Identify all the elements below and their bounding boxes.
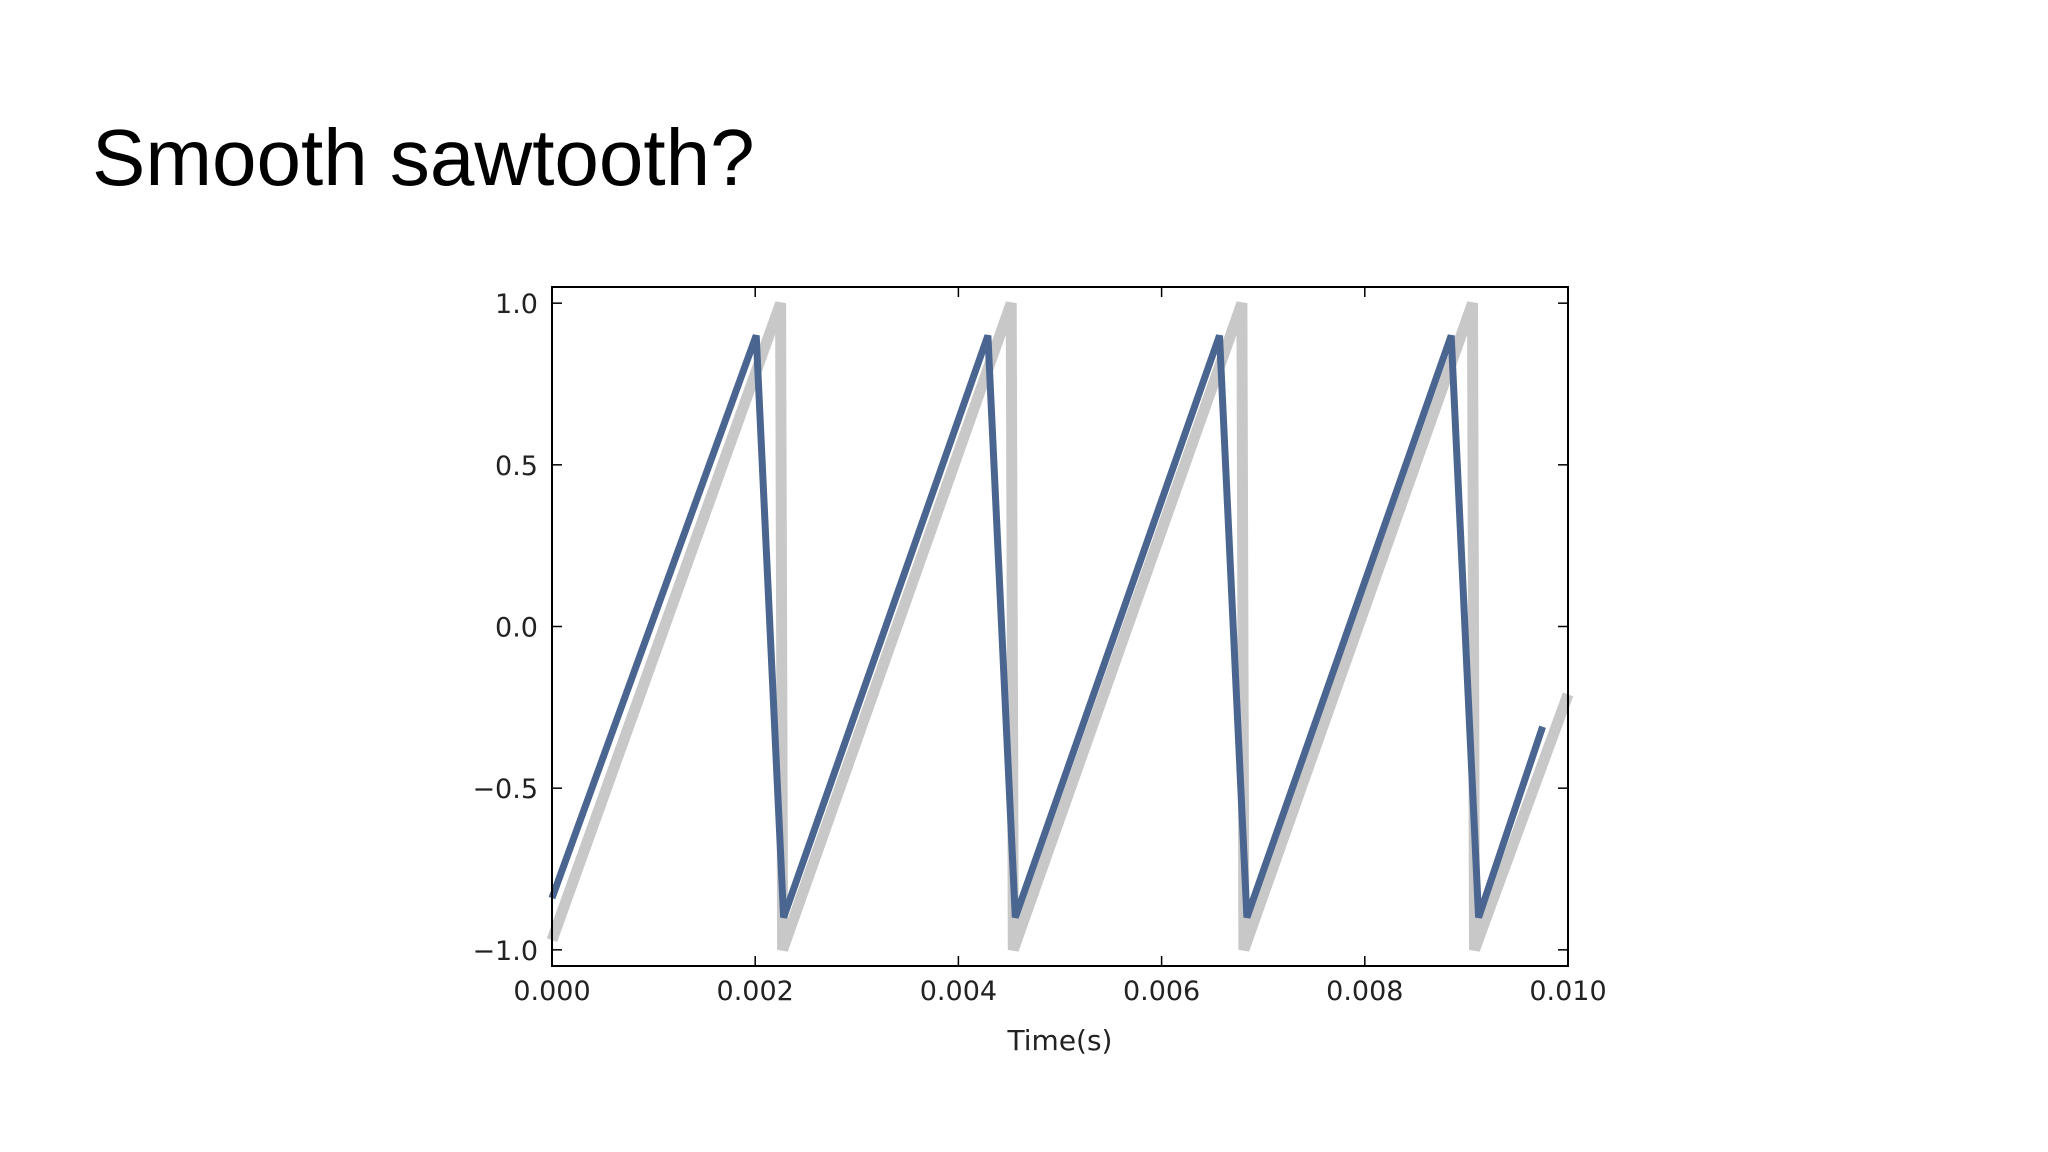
x-axis-label: Time(s) — [1007, 1024, 1113, 1057]
y-tick-label: 0.0 — [495, 613, 538, 644]
series-layer — [546, 301, 1574, 952]
x-tick-label: 0.004 — [920, 976, 997, 1007]
slide-title: Smooth sawtooth? — [92, 113, 755, 202]
y-tick-label: −0.5 — [472, 774, 538, 805]
x-tick-label: 0.002 — [717, 976, 794, 1007]
x-tick-label: 0.000 — [513, 976, 590, 1007]
x-tick-label: 0.006 — [1123, 976, 1200, 1007]
plot-frame — [551, 286, 1569, 967]
y-tick-label: 1.0 — [495, 289, 538, 320]
ticks-layer: 0.000 0.002 0.004 0.006 0.008 0.010 1.0 0.5 0.0 −… — [472, 287, 1607, 1007]
y-tick-label: −1.0 — [472, 936, 538, 967]
x-tick-label: 0.008 — [1326, 976, 1403, 1007]
series-line-1 — [546, 301, 1574, 952]
y-tick-label: 0.5 — [495, 451, 538, 482]
series-line-2 — [548, 334, 1546, 919]
x-tick-label: 0.010 — [1529, 976, 1606, 1007]
